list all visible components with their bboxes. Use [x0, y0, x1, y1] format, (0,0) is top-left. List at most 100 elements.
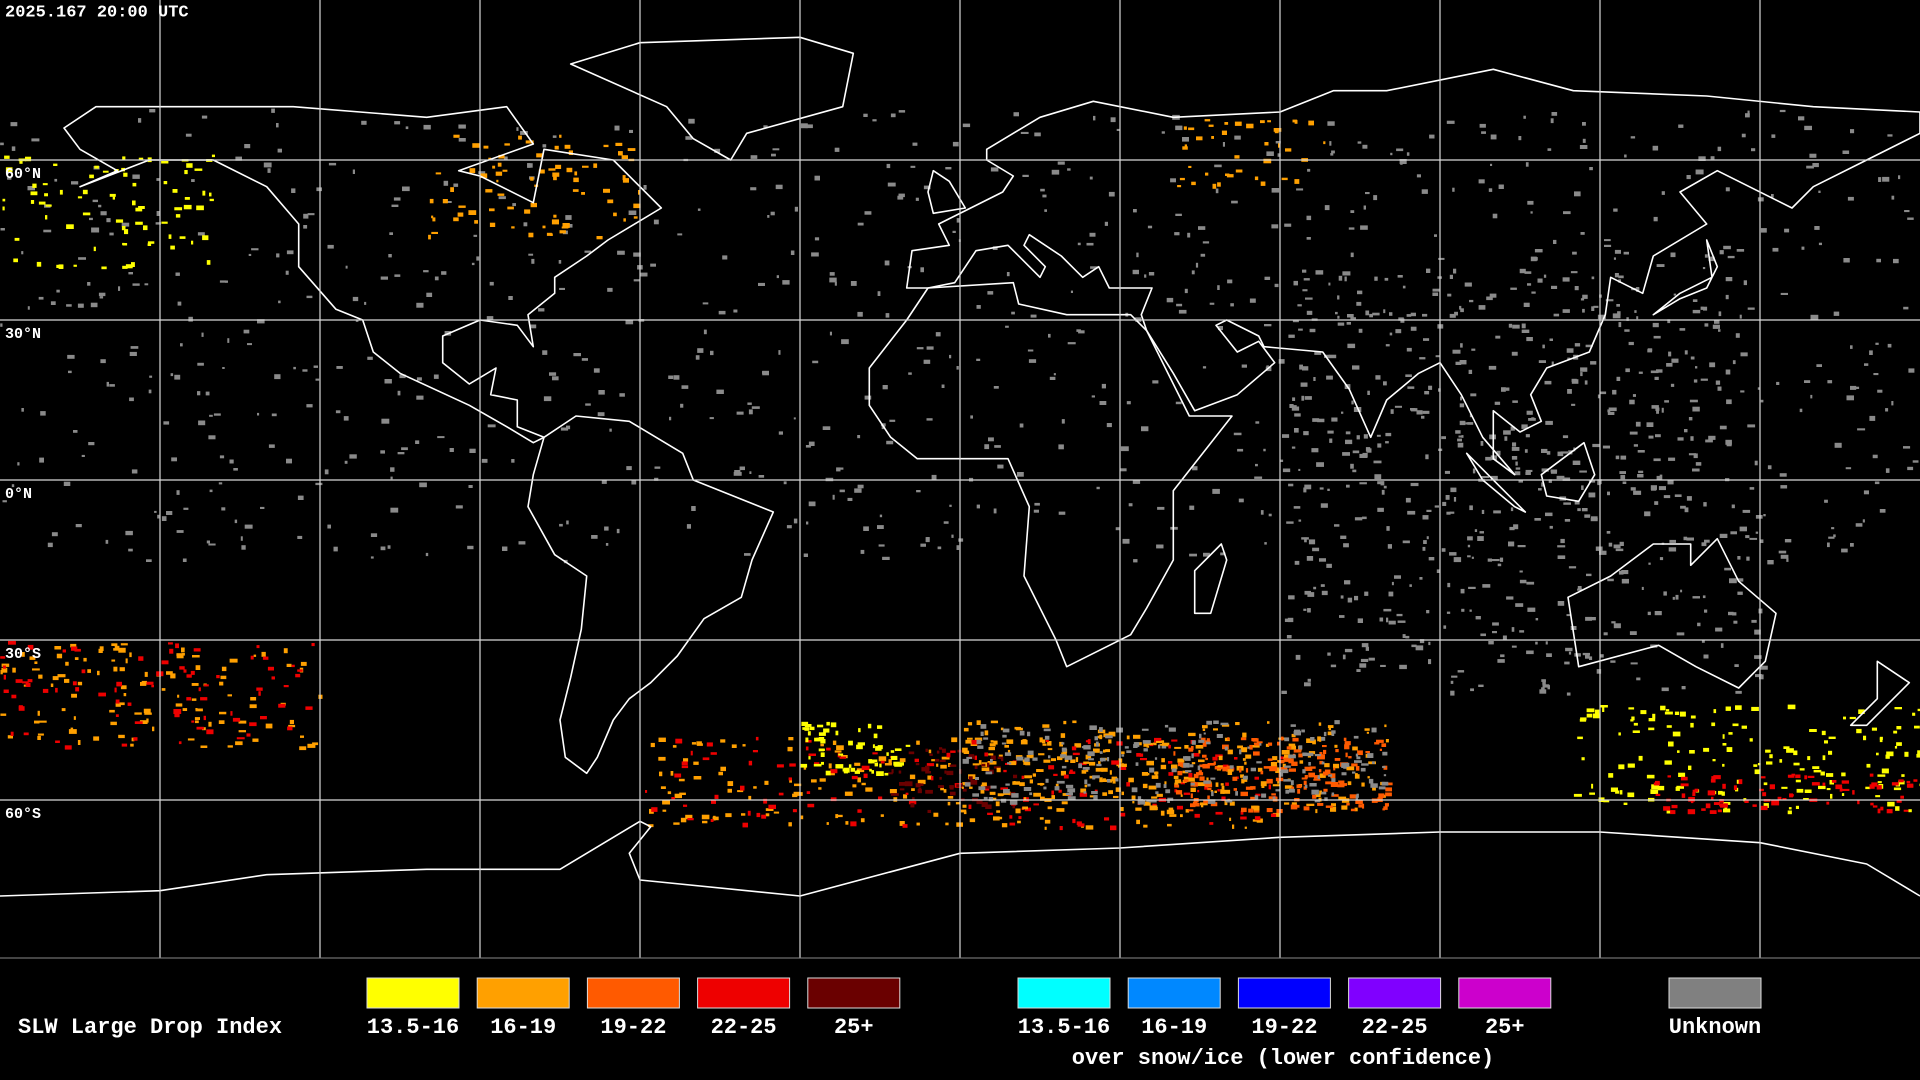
cloud-pixel	[31, 138, 40, 142]
legend-swatch-snow	[1348, 977, 1442, 1009]
cloud-pixel	[1517, 545, 1526, 548]
cloud-pixel	[1613, 208, 1618, 212]
cloud-pixel	[1038, 753, 1045, 756]
cloud-pixel	[1570, 626, 1577, 630]
cloud-pixel	[889, 789, 897, 794]
cloud-pixel	[1898, 175, 1901, 180]
cloud-pixel	[1339, 783, 1347, 786]
cloud-pixel	[1434, 505, 1439, 508]
cloud-pixel	[1301, 777, 1308, 780]
cloud-pixel	[144, 671, 148, 677]
cloud-pixel	[1072, 720, 1077, 724]
cloud-pixel	[1896, 726, 1902, 730]
cloud-pixel	[1388, 620, 1396, 625]
cloud-pixel	[1302, 366, 1309, 371]
cloud-pixel	[1454, 311, 1458, 316]
cloud-pixel	[923, 359, 931, 364]
cloud-pixel	[609, 428, 612, 432]
cloud-pixel	[391, 204, 399, 207]
cloud-pixel	[1740, 352, 1748, 357]
cloud-pixel	[1715, 627, 1723, 632]
cloud-pixel	[1344, 648, 1353, 653]
cloud-pixel	[1279, 760, 1285, 764]
cloud-pixel	[564, 144, 571, 149]
cloud-pixel	[748, 409, 753, 415]
cloud-pixel	[1692, 792, 1696, 796]
cloud-pixel	[1000, 727, 1004, 731]
cloud-pixel	[768, 804, 776, 809]
cloud-pixel	[1521, 323, 1526, 329]
cloud-pixel	[1115, 778, 1119, 782]
cloud-pixel	[1726, 399, 1732, 405]
cloud-pixel	[820, 743, 824, 747]
cloud-pixel	[1495, 335, 1501, 339]
cloud-pixel	[1751, 619, 1757, 623]
cloud-pixel	[1894, 746, 1898, 749]
cloud-pixel	[1374, 474, 1382, 480]
cloud-pixel	[1237, 745, 1243, 749]
cloud-pixel	[3, 674, 6, 680]
cloud-pixel	[1352, 771, 1356, 774]
cloud-pixel	[23, 684, 27, 687]
cloud-pixel	[287, 726, 293, 731]
cloud-pixel	[1857, 800, 1860, 805]
cloud-pixel	[208, 435, 216, 440]
cloud-pixel	[1700, 306, 1704, 310]
cloud-pixel	[739, 466, 745, 471]
cloud-pixel	[260, 506, 265, 509]
cloud-pixel	[17, 462, 20, 466]
cloud-pixel	[1339, 615, 1345, 618]
cloud-pixel	[1688, 796, 1695, 802]
cloud-pixel	[1249, 744, 1253, 750]
cloud-pixel	[1394, 575, 1401, 579]
cloud-pixel	[1549, 525, 1553, 529]
cloud-pixel	[1306, 738, 1314, 743]
cloud-pixel	[1534, 249, 1543, 253]
cloud-pixel	[260, 716, 267, 720]
cloud-pixel	[1232, 824, 1235, 829]
cloud-pixel	[1675, 786, 1680, 791]
cloud-pixel	[1804, 380, 1811, 383]
cloud-pixel	[1288, 334, 1295, 338]
cloud-pixel	[623, 218, 626, 222]
cloud-pixel	[1264, 542, 1267, 545]
cloud-pixel	[36, 261, 42, 267]
cloud-pixel	[1766, 761, 1773, 765]
cloud-pixel	[1350, 463, 1354, 469]
cloud-pixel	[1120, 807, 1124, 812]
cloud-pixel	[1135, 762, 1139, 766]
cloud-pixel	[1367, 776, 1370, 779]
cloud-pixel	[1161, 745, 1167, 749]
cloud-pixel	[1206, 720, 1212, 725]
cloud-pixel	[186, 674, 192, 678]
cloud-pixel	[1240, 747, 1248, 753]
cloud-pixel	[1510, 287, 1517, 290]
cloud-pixel	[1551, 112, 1558, 116]
cloud-pixel	[1740, 390, 1745, 393]
cloud-pixel	[808, 441, 815, 446]
cloud-pixel	[1191, 181, 1196, 186]
cloud-pixel	[1526, 337, 1533, 342]
cloud-pixel	[1588, 617, 1596, 621]
cloud-pixel	[1210, 777, 1216, 780]
cloud-pixel	[1220, 722, 1229, 726]
cloud-pixel	[1721, 791, 1725, 796]
cloud-pixel	[1725, 294, 1729, 300]
cloud-pixel	[1457, 438, 1462, 442]
cloud-pixel	[1519, 630, 1525, 633]
cloud-pixel	[1591, 783, 1594, 789]
cloud-pixel	[1628, 707, 1635, 710]
cloud-pixel	[468, 485, 473, 488]
cloud-pixel	[1632, 394, 1636, 397]
cloud-pixel	[1903, 306, 1909, 310]
cloud-pixel	[1006, 739, 1014, 744]
cloud-pixel	[1202, 241, 1210, 244]
cloud-pixel	[1627, 763, 1635, 768]
cloud-pixel	[714, 794, 719, 799]
cloud-pixel	[1541, 679, 1546, 682]
cloud-pixel	[1687, 809, 1696, 815]
cloud-pixel	[1213, 728, 1218, 731]
cloud-pixel	[1012, 781, 1020, 785]
cloud-pixel	[1089, 232, 1096, 237]
cloud-pixel	[138, 206, 145, 209]
